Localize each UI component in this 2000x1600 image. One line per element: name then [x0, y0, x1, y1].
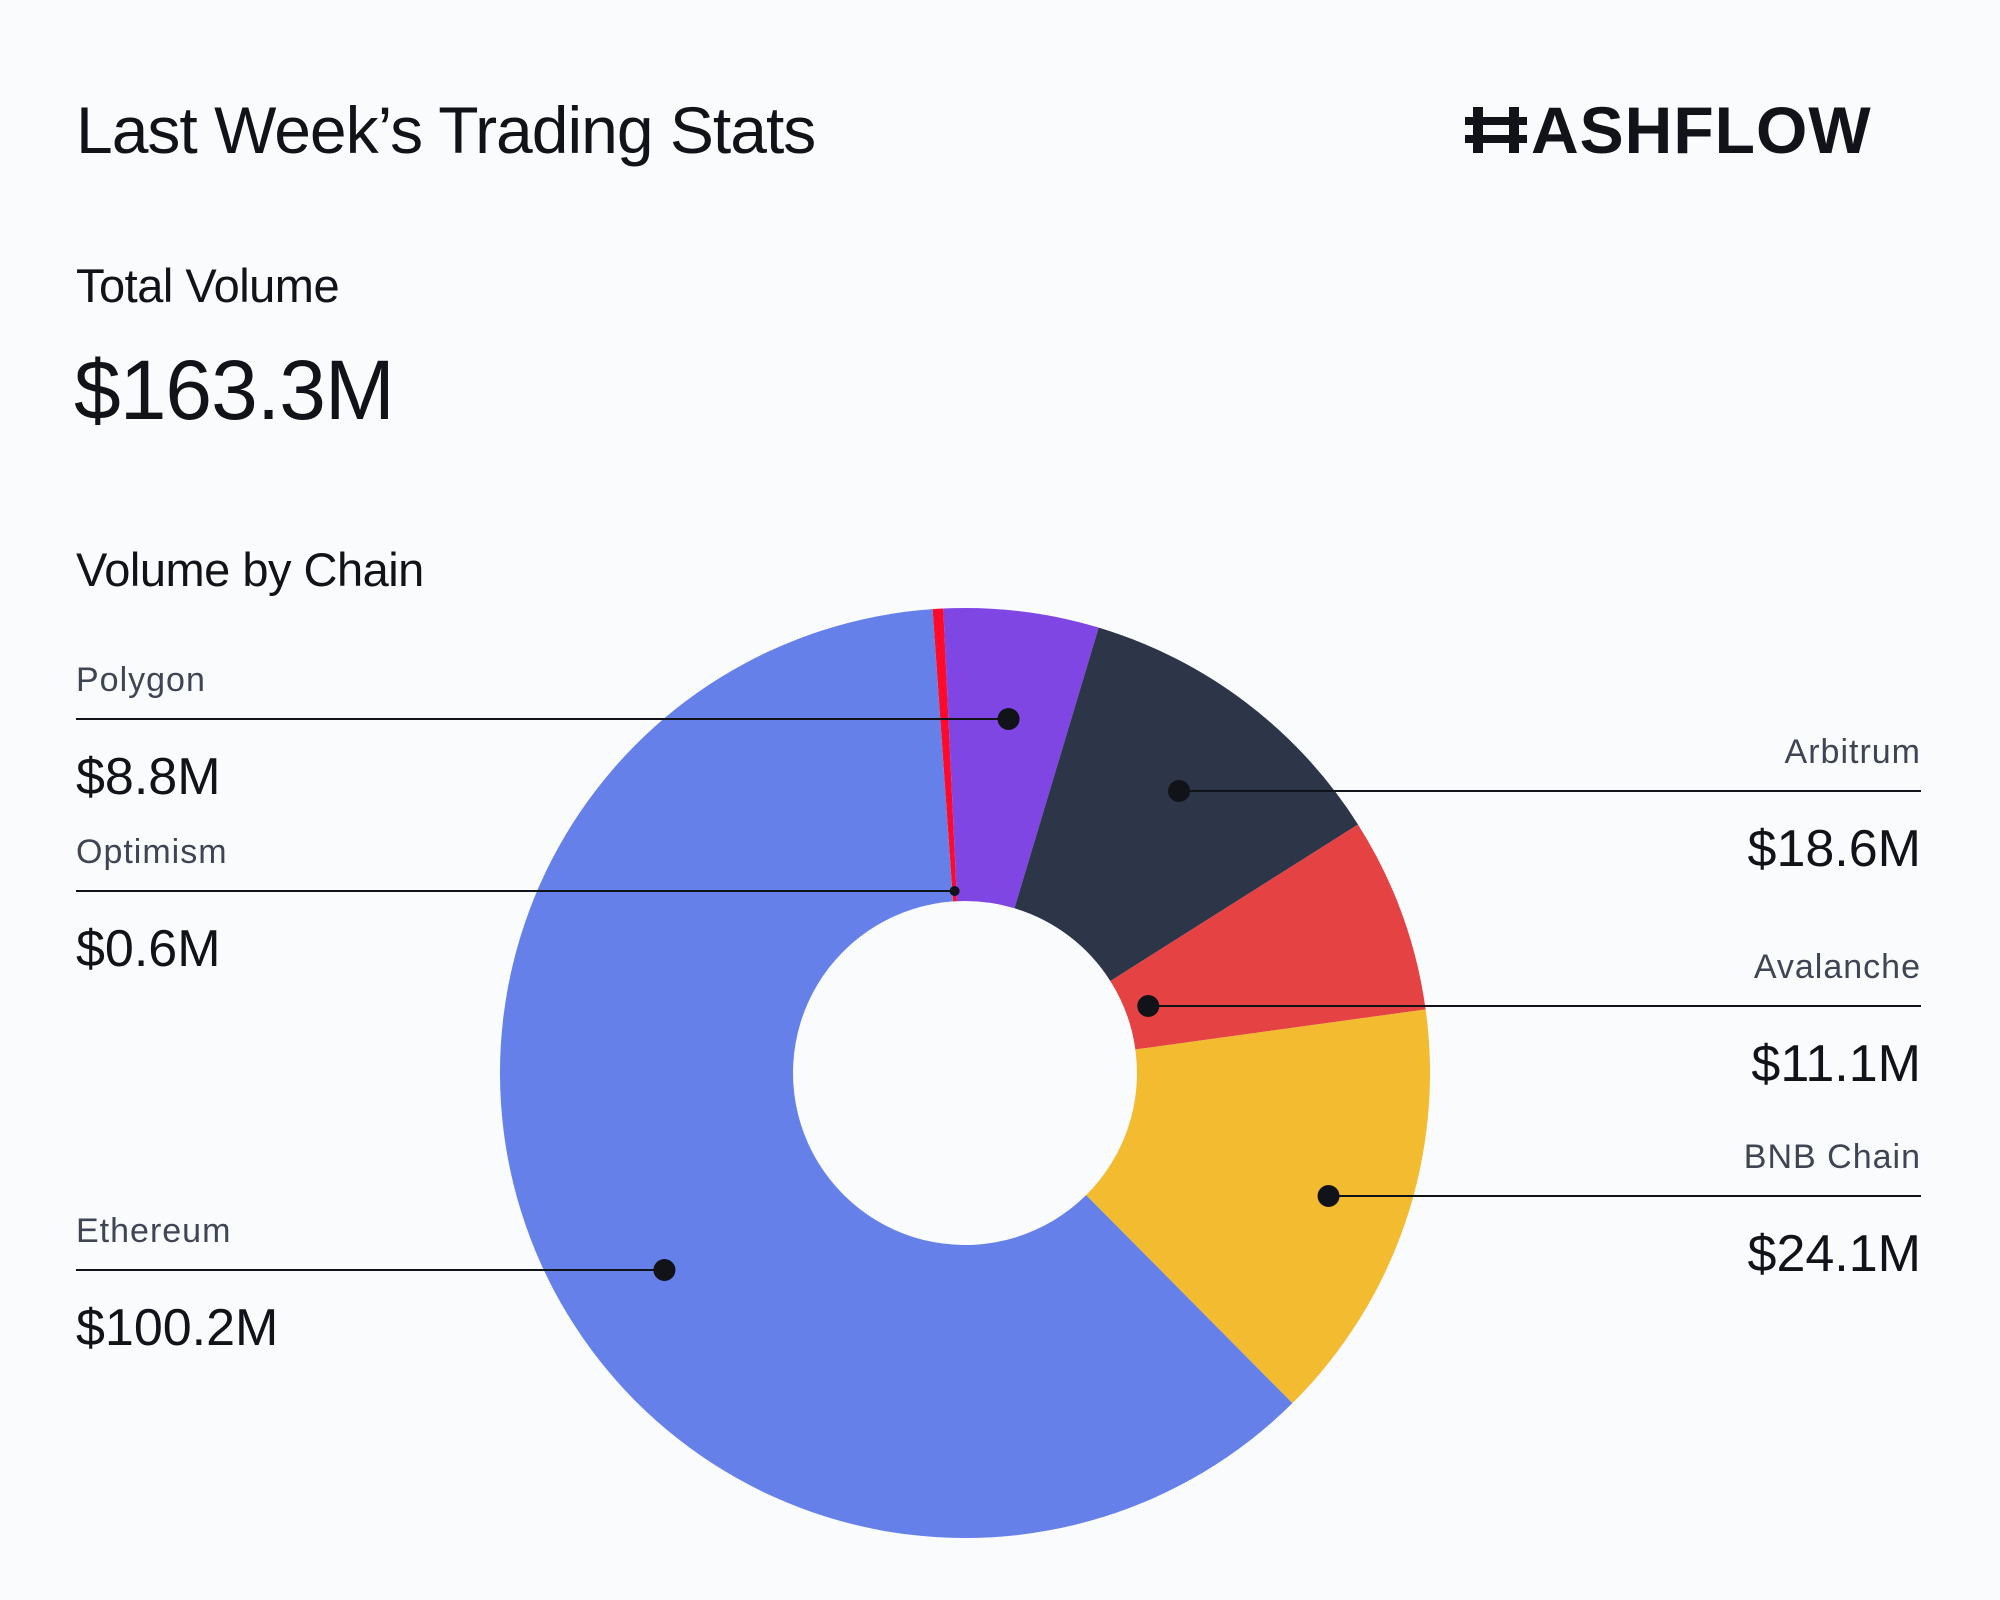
label-name-avalanche: Avalanche	[1754, 948, 1921, 986]
marker-dot-bnb-chain	[1317, 1185, 1340, 1207]
label-name-optimism: Optimism	[76, 833, 228, 871]
marker-dot-optimism	[949, 886, 960, 896]
label-value-optimism: $0.6M	[76, 920, 221, 978]
marker-dot-arbitrum	[1168, 780, 1191, 802]
marker-dot-avalanche	[1137, 995, 1160, 1017]
volume-by-chain-label: Volume by Chain	[76, 543, 424, 596]
page-title: Last Week’s Trading Stats	[76, 93, 816, 167]
brand-wordmark: ASHFLOW	[1531, 93, 1872, 167]
label-value-polygon: $8.8M	[76, 748, 221, 806]
label-value-bnb-chain: $24.1M	[1748, 1225, 1921, 1283]
slice-arbitrum	[1014, 627, 1358, 982]
label-name-arbitrum: Arbitrum	[1785, 733, 1921, 771]
label-name-ethereum: Ethereum	[76, 1212, 231, 1250]
slice-optimism	[932, 608, 957, 902]
total-volume-label: Total Volume	[76, 259, 340, 312]
slice-ethereum	[500, 609, 1293, 1538]
label-name-polygon: Polygon	[76, 661, 206, 699]
label-value-avalanche: $11.1M	[1751, 1035, 1921, 1093]
label-value-arbitrum: $18.6M	[1748, 820, 1921, 878]
slice-avalanche	[1110, 824, 1426, 1050]
label-name-bnb-chain: BNB Chain	[1744, 1138, 1921, 1176]
label-value-ethereum: $100.2M	[76, 1299, 278, 1357]
hash-logo-icon	[1465, 107, 1527, 153]
total-volume-value: $163.3M	[74, 343, 395, 437]
brand-logo: ASHFLOW	[1465, 93, 1920, 167]
marker-dot-ethereum	[653, 1259, 676, 1281]
slice-polygon	[943, 608, 1099, 909]
marker-dot-polygon	[997, 708, 1020, 730]
slice-bnb-chain	[1086, 1009, 1430, 1404]
